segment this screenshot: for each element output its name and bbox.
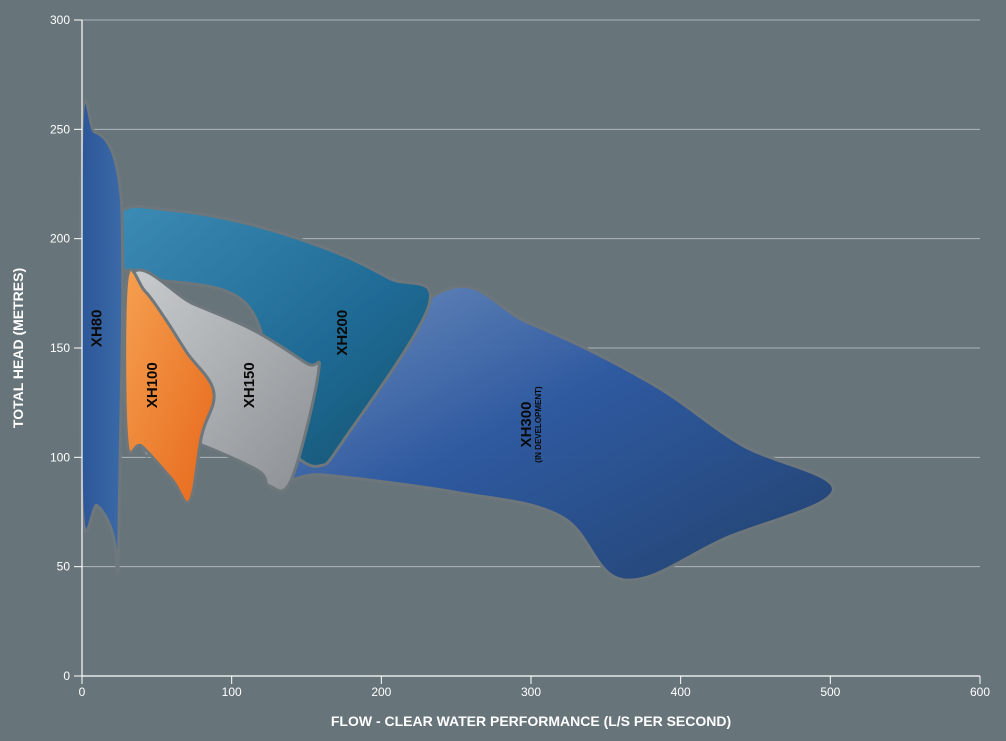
ticks-layer: 0 50 100 150 200 250 300 0 100 200 300 400 500 600 [50, 13, 990, 699]
x-tick-label: 500 [820, 685, 840, 699]
x-tick-label: 300 [521, 685, 541, 699]
regions-layer [78, 98, 835, 582]
region-label-xh100: XH100 [144, 362, 161, 408]
x-tick-label: 400 [671, 685, 691, 699]
x-axis-title: FLOW - CLEAR WATER PERFORMANCE (L/S PER … [331, 713, 731, 729]
region-xh300 [269, 284, 835, 582]
region-label-xh80: XH80 [89, 310, 106, 348]
x-tick-label: 600 [970, 685, 990, 699]
region-xh200 [110, 204, 433, 468]
y-tick-label: 200 [50, 232, 70, 246]
y-tick-label: 150 [50, 341, 70, 355]
y-axis-title: TOTAL HEAD (METRES) [10, 268, 26, 428]
y-tick-label: 50 [57, 560, 71, 574]
labels-layer: XH300 (IN DEVELOPMENT) XH200 XH150 XH100 XH80 [89, 310, 544, 463]
region-label-xh300: XH300 [518, 402, 535, 448]
y-tick-label: 250 [50, 122, 70, 136]
region-label-xh150: XH150 [241, 362, 258, 408]
label-group-xh300: XH300 (IN DEVELOPMENT) [518, 386, 543, 463]
x-tick-label: 100 [222, 685, 242, 699]
label-group-xh100: XH100 [144, 362, 161, 408]
region-label-xh200: XH200 [334, 310, 351, 356]
region-xh100 [123, 268, 216, 505]
label-group-xh200: XH200 [334, 310, 351, 356]
x-tick-label: 0 [79, 685, 86, 699]
y-tick-label: 300 [50, 13, 70, 27]
label-group-xh150: XH150 [241, 362, 258, 408]
region-sublabel-xh300: (IN DEVELOPMENT) [534, 386, 543, 463]
y-tick-label: 0 [63, 669, 70, 683]
region-xh80 [78, 98, 125, 574]
y-tick-label: 100 [50, 450, 70, 464]
label-group-xh80: XH80 [89, 310, 106, 348]
x-tick-label: 200 [371, 685, 391, 699]
